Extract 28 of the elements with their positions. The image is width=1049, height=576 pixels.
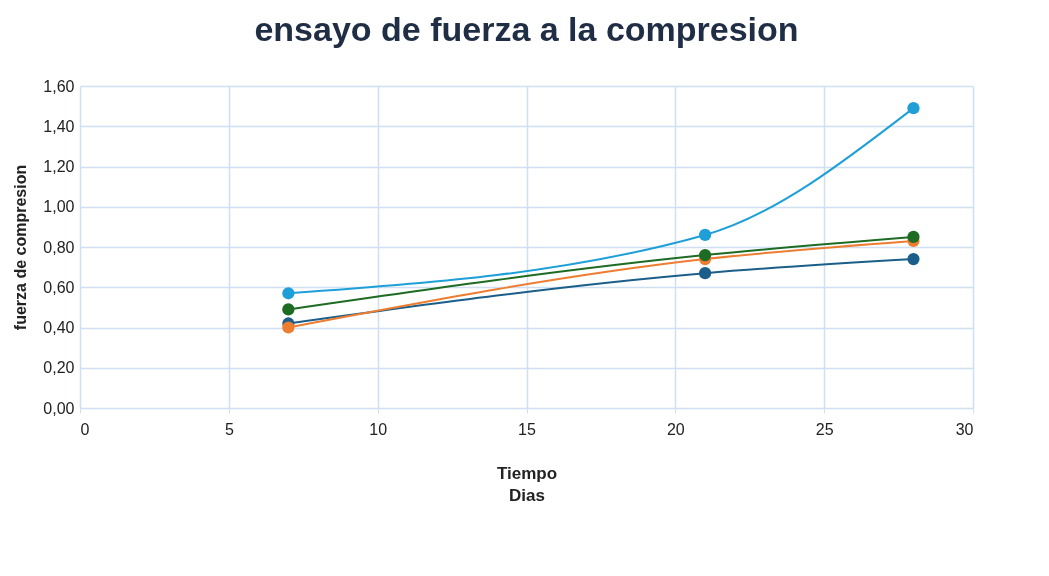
x-tick-label: 15 bbox=[518, 420, 536, 438]
y-tick-label: 0,60 bbox=[43, 278, 75, 296]
x-tick-label: 5 bbox=[224, 420, 234, 438]
point bbox=[698, 248, 712, 262]
y-tick-label: 0,20 bbox=[43, 359, 75, 377]
x-tick-label: 20 bbox=[666, 420, 685, 438]
point bbox=[282, 321, 295, 334]
x-tick-label: 25 bbox=[815, 420, 834, 438]
point bbox=[907, 252, 920, 266]
point bbox=[907, 102, 920, 115]
point bbox=[698, 267, 712, 280]
y-axis-title: fuerza de compresion bbox=[12, 164, 30, 331]
y-tick-label: 1,20 bbox=[43, 158, 75, 175]
point bbox=[282, 303, 295, 316]
y-tick-label: 1,60 bbox=[43, 77, 75, 95]
y-tick-label: 1,00 bbox=[43, 198, 75, 216]
x-axis-title: Tiempo Dias bbox=[496, 463, 558, 505]
y-tick-label: 0,00 bbox=[43, 399, 75, 417]
y-tick-label: 1,40 bbox=[43, 117, 75, 135]
point bbox=[282, 287, 295, 300]
x-tick-label: 10 bbox=[369, 420, 388, 438]
x-tick-label: 30 bbox=[955, 420, 974, 438]
point bbox=[698, 228, 712, 242]
y-tick-label: 0,80 bbox=[43, 238, 75, 256]
x-tick-label: 0 bbox=[80, 420, 90, 438]
chart-title: ensayo de fuerza a la compresion bbox=[254, 10, 799, 48]
point bbox=[907, 230, 920, 244]
y-tick-label: 0,40 bbox=[43, 319, 75, 336]
